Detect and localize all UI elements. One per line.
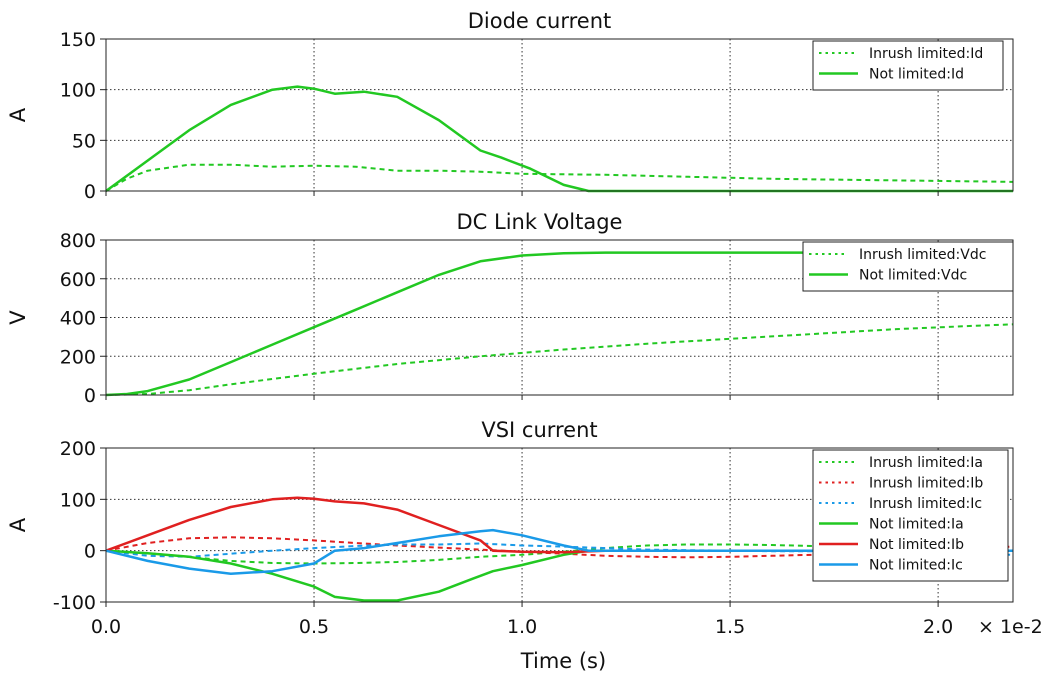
series-line (105, 496, 1013, 554)
x-tick-label: 0.0 (91, 616, 121, 638)
legend-label: Inrush limited:Ib (869, 476, 983, 492)
legend: Inrush limited:Vdc Not limited:Vdc (802, 241, 1014, 292)
legend: Inrush limited:Ia Inrush limited:Ib Inrush… (812, 449, 1009, 582)
series-line (105, 528, 1013, 576)
y-tick-label: 150 (60, 29, 96, 51)
y-axis-label: A (6, 107, 30, 122)
plot-area (105, 38, 1014, 192)
chart-panel-1: Diode current 0 50 100 150 A Inrush limited:Id… (6, 9, 1014, 203)
x-tick-label: 1.5 (715, 616, 745, 638)
legend-box (812, 40, 1004, 91)
legend-label: Not limited:Ic (869, 558, 963, 574)
x-axis-label: Time (s) (520, 649, 606, 673)
series-line (105, 85, 1013, 193)
y-tick-label: 200 (60, 346, 96, 368)
legend-label: Not limited:Id (869, 67, 964, 83)
y-tick-label: 100 (60, 80, 96, 102)
series-line (105, 323, 1014, 396)
chart-title: Diode current (468, 9, 612, 33)
legend-label: Not limited:Ib (869, 537, 964, 553)
y-tick-label: 50 (72, 130, 96, 152)
series-line (105, 549, 1013, 602)
legend-box (812, 449, 1009, 582)
y-axis-label: V (6, 310, 30, 325)
legend-label: Inrush limited:Ic (869, 496, 982, 512)
y-tick-label: 200 (60, 438, 96, 460)
legend-label: Inrush limited:Ia (869, 455, 983, 471)
plot-area (105, 447, 1014, 603)
x-tick-label: 1.0 (507, 616, 537, 638)
legend-label: Not limited:Vdc (859, 268, 967, 284)
y-tick-label: 100 (60, 489, 96, 511)
series-line (105, 251, 1013, 397)
series-line (105, 163, 1014, 192)
y-tick-label: 0 (84, 541, 96, 563)
legend-label: Inrush limited:Vdc (859, 247, 986, 263)
y-tick-label: 800 (60, 230, 96, 252)
chart-title: DC Link Voltage (457, 210, 623, 234)
legend-label: Inrush limited:Id (869, 46, 983, 62)
y-tick-label: 0 (84, 181, 96, 203)
legend-label: Not limited:Ia (869, 517, 964, 533)
x-tick-label: 2.0 (923, 616, 953, 638)
series-line (105, 543, 1014, 565)
y-tick-label: 400 (60, 308, 96, 330)
y-axis-label: A (6, 517, 30, 532)
y-tick-label: 0 (84, 385, 96, 407)
chart-panel-3: VSI current -100 0 100 200 0.0 0.5 1.0 1.5 2.0 × 1… (6, 418, 1043, 673)
legend: Inrush limited:Id Not limited:Id (812, 40, 1004, 91)
y-tick-label: 600 (60, 269, 96, 291)
chart-title: VSI current (481, 418, 597, 442)
x-tick-label: 0.5 (299, 616, 329, 638)
legend-box (802, 241, 1014, 292)
chart-panel-2: DC Link Voltage 0 200 400 600 800 V Inrush limi… (6, 210, 1014, 407)
y-tick-label: -100 (53, 592, 96, 614)
x-scale-label: × 1e-2 (978, 616, 1043, 638)
